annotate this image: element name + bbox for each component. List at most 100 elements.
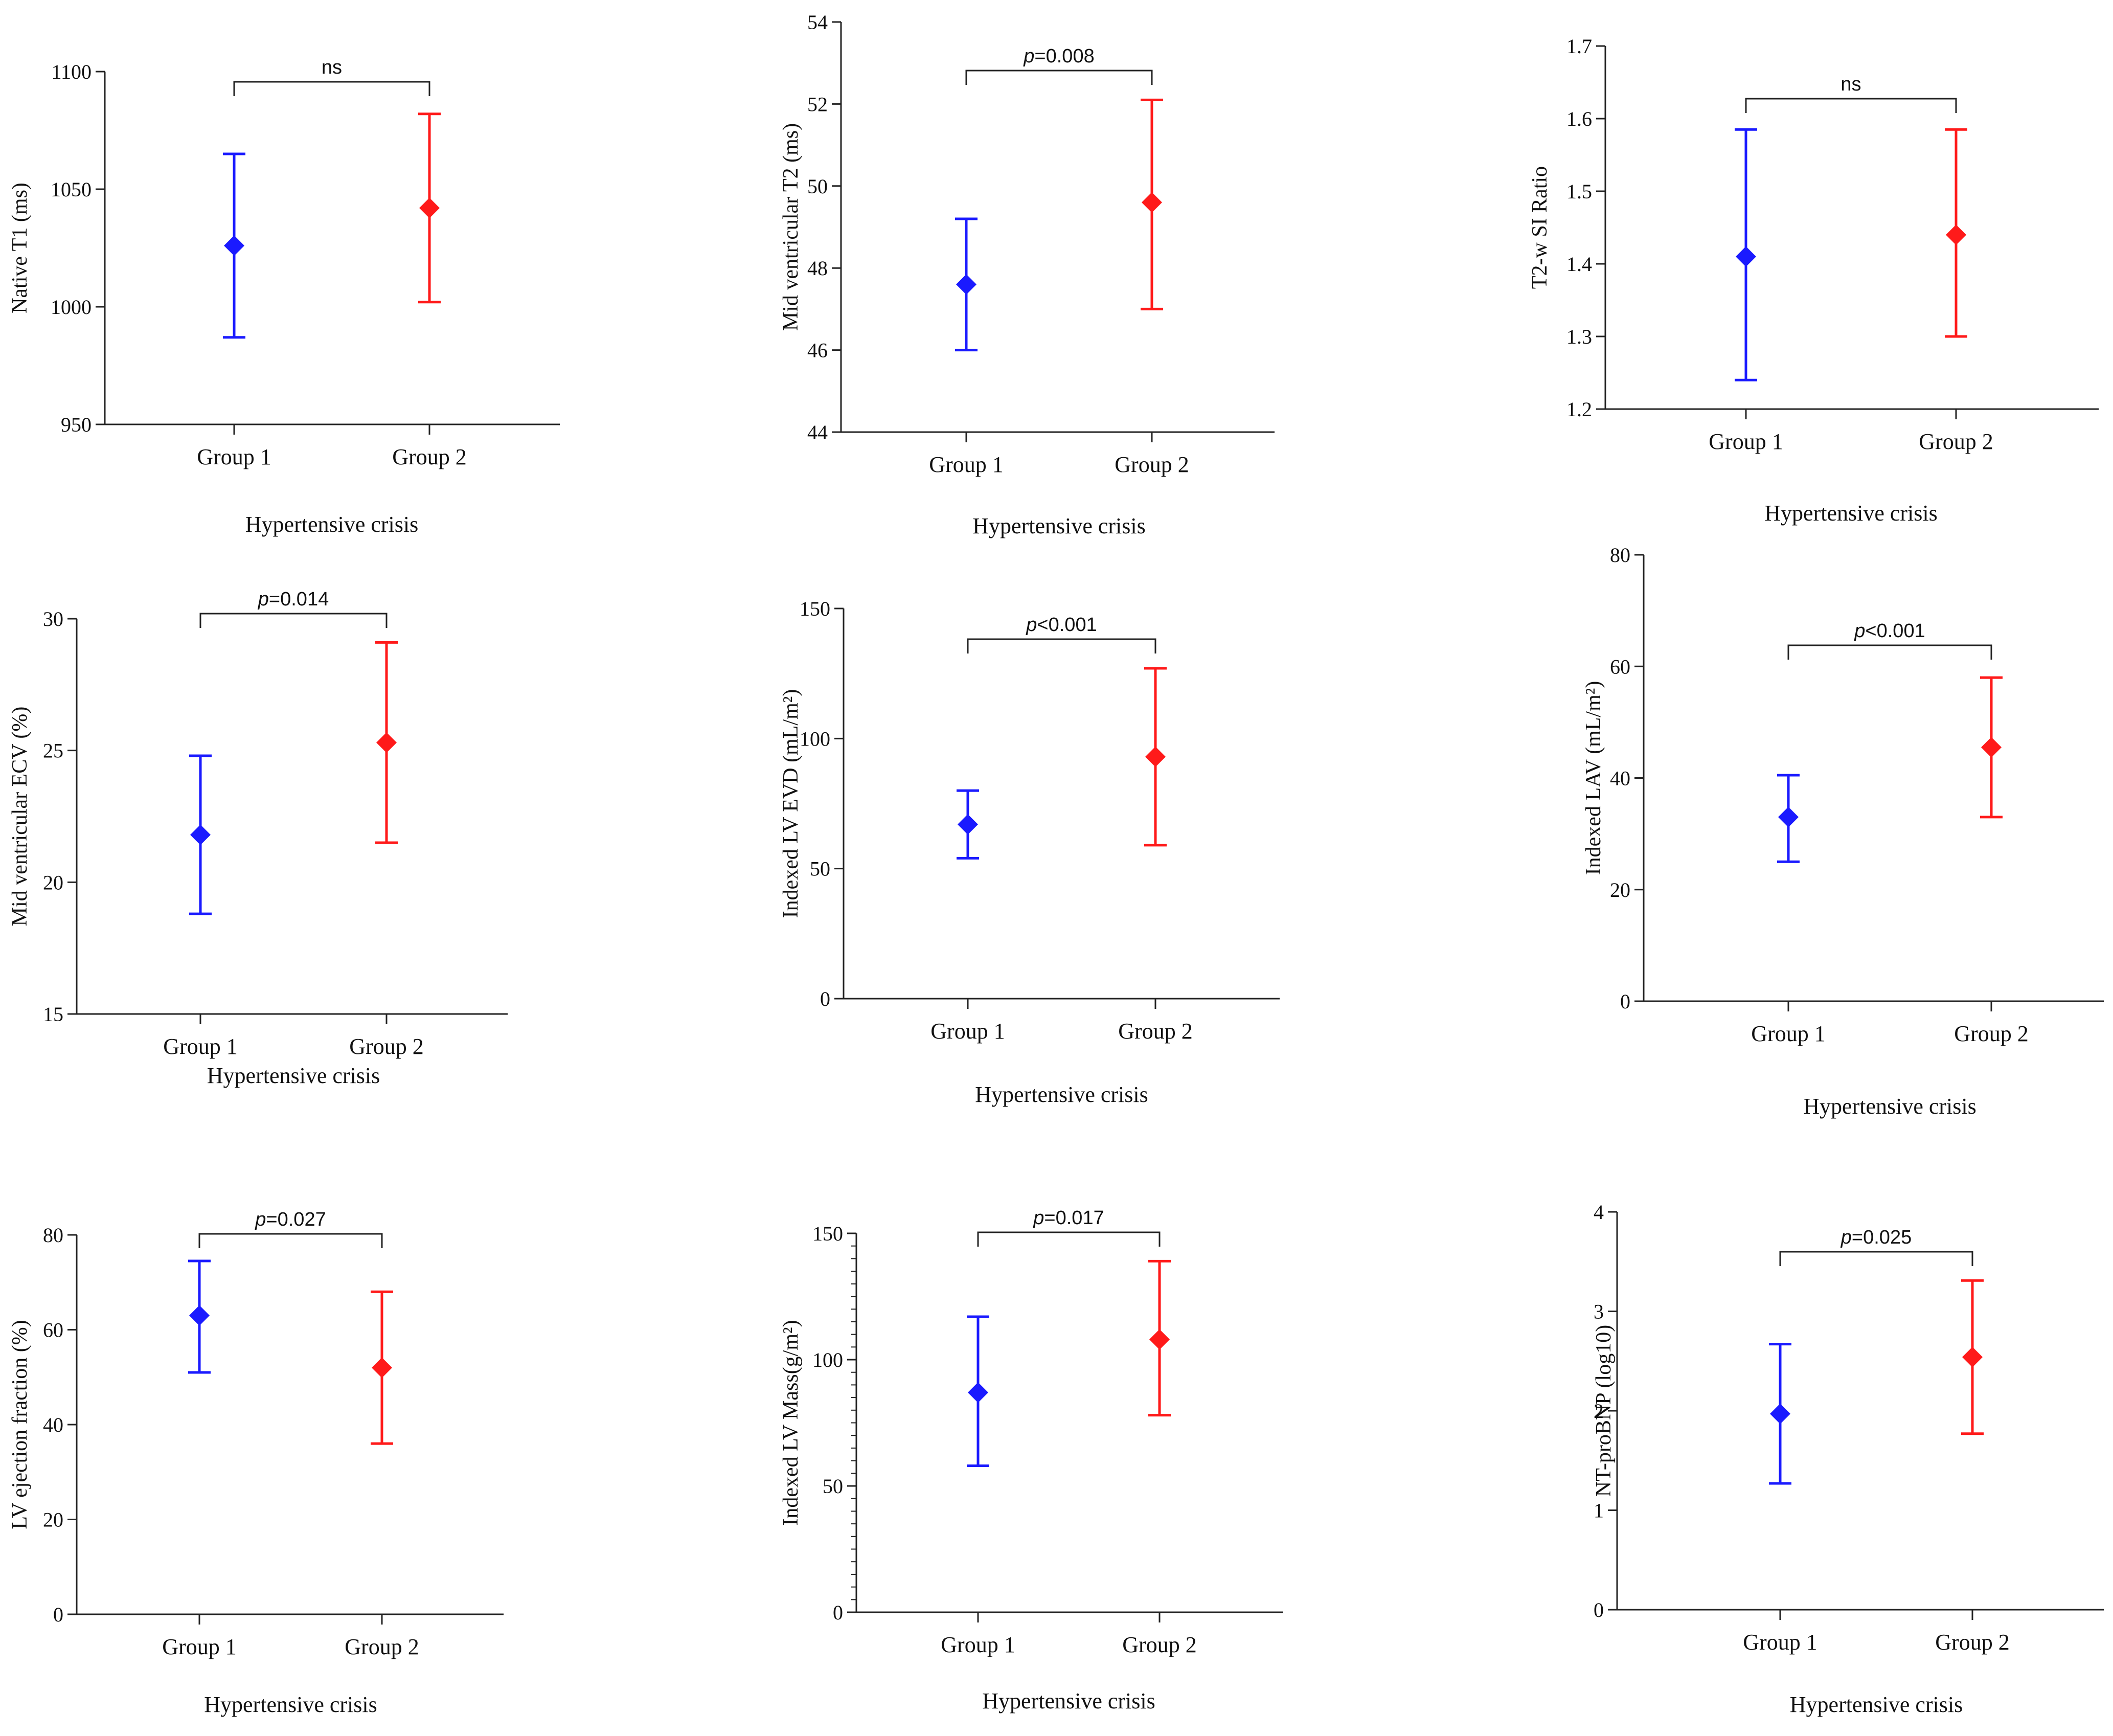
x-category-label: Group 1 xyxy=(162,1634,236,1659)
x-category-label: Group 2 xyxy=(1919,429,1993,454)
y-tick-label: 1.6 xyxy=(1566,107,1592,130)
significance-label: p=0.014 xyxy=(258,589,329,610)
x-axis-title: Hypertensive crisis xyxy=(245,512,418,537)
x-axis-title: Hypertensive crisis xyxy=(1803,1094,1976,1119)
mean-marker xyxy=(1149,1329,1170,1350)
y-tick-label: 3 xyxy=(1594,1300,1604,1323)
x-category-label: Group 2 xyxy=(1954,1021,2028,1046)
mean-marker xyxy=(1962,1346,1983,1367)
y-tick-label: 1.3 xyxy=(1566,325,1592,348)
mean-marker xyxy=(958,814,978,835)
y-tick-label: 54 xyxy=(807,11,828,34)
y-tick-label: 0 xyxy=(1594,1598,1604,1621)
mean-marker xyxy=(956,274,976,295)
significance-label: p=0.008 xyxy=(1023,46,1094,67)
mean-marker xyxy=(1770,1403,1790,1424)
significance-bracket xyxy=(965,70,1153,85)
y-tick-label: 1.2 xyxy=(1566,398,1592,421)
chart-panel-6: 0 20 40 60 80 Group 1 Group 2 Hypertensive cris… xyxy=(1582,544,2104,1119)
significance-bracket xyxy=(199,613,388,628)
significance-bracket xyxy=(1745,98,1957,113)
mean-marker xyxy=(1778,806,1799,827)
x-category-label: Group 1 xyxy=(197,444,271,469)
y-axis-title: LV ejection fraction (%) xyxy=(8,1320,32,1529)
mean-marker xyxy=(1981,737,2002,758)
mean-marker xyxy=(372,1357,392,1378)
y-tick-label: 4 xyxy=(1594,1201,1604,1224)
chart-panel-5: 0 50 100 150 Group 1 Group 2 Hypertensive cris… xyxy=(779,597,1280,1107)
y-tick-label: 48 xyxy=(807,257,828,280)
significance-label: p=0.025 xyxy=(1841,1227,1912,1248)
y-tick-label: 30 xyxy=(43,607,63,630)
x-axis-title: Hypertensive crisis xyxy=(1764,501,1937,526)
significance-bracket xyxy=(967,638,1156,653)
x-category-label: Group 1 xyxy=(1751,1021,1825,1046)
y-tick-label: 1.5 xyxy=(1566,180,1592,203)
significance-bracket xyxy=(977,1231,1161,1247)
chart-panel-8: 0 50 100 150 Group 1 Group 2 Hypertensive cris… xyxy=(779,1207,1283,1714)
significance-label: p<0.001 xyxy=(1854,620,1925,642)
chart-panel-1: 950 1000 1050 1100 Group 1 Group 2 Hypertensiv… xyxy=(8,57,560,537)
significance-label: p<0.001 xyxy=(1026,614,1097,636)
x-category-label: Group 2 xyxy=(1122,1632,1196,1657)
significance-bracket xyxy=(233,81,430,96)
x-axis-title: Hypertensive crisis xyxy=(1790,1692,1963,1717)
y-tick-label: 50 xyxy=(823,1475,843,1498)
y-tick-label: 0 xyxy=(1620,990,1630,1013)
x-category-label: Group 2 xyxy=(1115,452,1189,477)
y-tick-label: 46 xyxy=(807,339,828,362)
x-axis-title: Hypertensive crisis xyxy=(982,1688,1155,1714)
y-tick-label: 950 xyxy=(61,413,92,436)
significance-bracket xyxy=(198,1233,383,1248)
x-axis-title: Hypertensive crisis xyxy=(204,1692,377,1717)
x-category-label: Group 2 xyxy=(349,1034,423,1059)
y-axis-title: T2-w SI Ratio xyxy=(1528,166,1552,289)
y-tick-label: 60 xyxy=(43,1319,63,1342)
y-tick-label: 20 xyxy=(43,871,63,894)
y-tick-label: 80 xyxy=(1610,544,1630,567)
x-axis-title: Hypertensive crisis xyxy=(207,1063,380,1088)
y-tick-label: 60 xyxy=(1610,655,1630,678)
x-category-label: Group 1 xyxy=(941,1632,1015,1657)
x-category-label: Group 1 xyxy=(1709,429,1783,454)
y-tick-label: 80 xyxy=(43,1224,63,1247)
y-tick-label: 1 xyxy=(1594,1499,1604,1522)
significance-label: ns xyxy=(322,57,342,78)
mean-marker xyxy=(190,824,211,845)
significance-bracket xyxy=(1779,1251,1973,1266)
mean-marker xyxy=(1145,746,1166,767)
y-tick-label: 0 xyxy=(833,1601,843,1624)
y-tick-label: 2 xyxy=(1594,1400,1604,1423)
y-axis-title: Native T1 (ms) xyxy=(8,183,32,313)
significance-label: p=0.027 xyxy=(255,1209,326,1230)
mean-marker xyxy=(1736,246,1756,267)
y-tick-label: 40 xyxy=(1610,767,1630,790)
y-tick-label: 150 xyxy=(812,1222,843,1245)
y-axis-title: Indexed LV Mass(g/m²) xyxy=(779,1320,803,1525)
y-tick-label: 1050 xyxy=(51,178,92,201)
significance-bracket xyxy=(1787,644,1992,660)
mean-marker xyxy=(224,235,244,256)
y-tick-label: 15 xyxy=(43,1003,63,1026)
y-tick-label: 40 xyxy=(43,1413,63,1436)
x-category-label: Group 1 xyxy=(929,452,1003,477)
mean-marker xyxy=(376,732,397,753)
significance-label: ns xyxy=(1841,74,1861,95)
chart-panel-9: 0 1 2 3 4 Group 1 Group 2 Hypertensive crisis NT… xyxy=(1592,1201,2104,1717)
x-category-label: Group 2 xyxy=(1118,1019,1192,1044)
mean-marker xyxy=(1946,224,1966,245)
x-category-label: Group 1 xyxy=(1743,1630,1817,1655)
mean-marker xyxy=(419,197,440,218)
y-tick-label: 20 xyxy=(43,1508,63,1531)
y-tick-label: 44 xyxy=(807,421,828,444)
y-tick-label: 0 xyxy=(820,987,830,1010)
mean-marker xyxy=(1142,192,1162,213)
y-tick-label: 1000 xyxy=(51,296,92,319)
x-axis-title: Hypertensive crisis xyxy=(972,513,1145,538)
y-tick-label: 100 xyxy=(812,1348,843,1371)
y-tick-label: 20 xyxy=(1610,878,1630,901)
x-category-label: Group 2 xyxy=(392,444,466,469)
y-tick-label: 25 xyxy=(43,739,63,762)
y-axis-title: Mid ventricular T2 (ms) xyxy=(779,123,803,331)
x-axis-title: Hypertensive crisis xyxy=(975,1082,1148,1107)
